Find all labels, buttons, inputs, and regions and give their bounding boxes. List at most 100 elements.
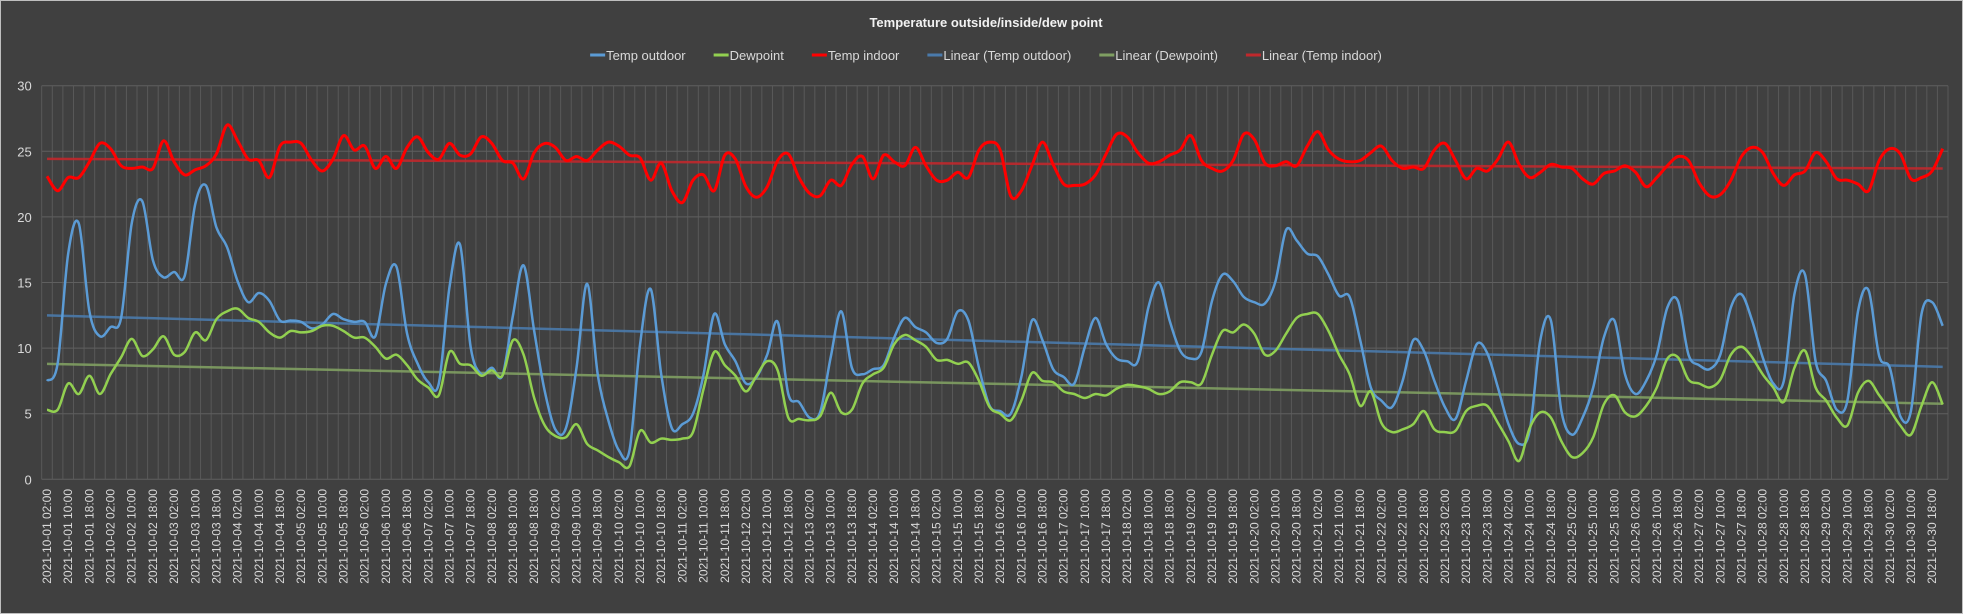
x-tick-label: 2021-10-14 10:00	[887, 489, 901, 584]
x-tick-label: 2021-10-26 18:00	[1671, 489, 1685, 584]
x-tick-label: 2021-10-08 10:00	[506, 489, 520, 584]
legend-item: Linear (Temp indoor)	[1245, 48, 1382, 63]
x-tick-label: 2021-10-14 02:00	[866, 489, 880, 584]
x-tick-label: 2021-10-14 18:00	[908, 489, 922, 584]
x-tick-label: 2021-10-09 10:00	[570, 489, 584, 584]
x-tick-label: 2021-10-04 02:00	[231, 489, 245, 584]
x-tick-label: 2021-10-24 18:00	[1544, 489, 1558, 584]
x-tick-label: 2021-10-02 10:00	[125, 489, 139, 584]
series-lines	[45, 123, 1945, 470]
legend-label: Linear (Temp outdoor)	[943, 48, 1071, 63]
legend-item: Linear (Dewpoint)	[1099, 48, 1218, 63]
legend-label: Dewpoint	[730, 48, 785, 63]
x-tick-label: 2021-10-29 10:00	[1840, 489, 1854, 584]
x-tick-label: 2021-10-03 18:00	[209, 489, 223, 584]
x-tick-label: 2021-10-28 18:00	[1798, 489, 1812, 584]
x-tick-label: 2021-10-19 02:00	[1184, 489, 1198, 584]
x-tick-label: 2021-10-05 18:00	[337, 489, 351, 584]
x-tick-label: 2021-10-18 10:00	[1141, 489, 1155, 584]
x-tick-label: 2021-10-09 18:00	[591, 489, 605, 584]
x-tick-label: 2021-10-27 02:00	[1692, 489, 1706, 584]
x-tick-label: 2021-10-06 02:00	[358, 489, 372, 584]
y-tick-label: 10	[17, 341, 31, 356]
x-tick-label: 2021-10-13 02:00	[803, 489, 817, 584]
x-tick-label: 2021-10-13 18:00	[845, 489, 859, 584]
x-tick-label: 2021-10-20 02:00	[1247, 489, 1261, 584]
legend-label: Temp outdoor	[606, 48, 686, 63]
x-tick-label: 2021-10-16 18:00	[1036, 489, 1050, 584]
x-tick-label: 2021-10-22 18:00	[1417, 489, 1431, 584]
x-tick-label: 2021-10-01 18:00	[82, 489, 96, 584]
x-tick-label: 2021-10-23 02:00	[1438, 489, 1452, 584]
x-tick-label: 2021-10-05 02:00	[294, 489, 308, 584]
y-tick-label: 25	[17, 144, 31, 159]
x-tick-label: 2021-10-26 10:00	[1650, 489, 1664, 584]
x-tick-label: 2021-10-11 02:00	[675, 489, 689, 583]
series-line-temp-indoor	[45, 123, 1945, 205]
x-tick-label: 2021-10-29 18:00	[1862, 489, 1876, 584]
legend-item: Dewpoint	[713, 48, 785, 63]
x-tick-label: 2021-10-24 10:00	[1523, 489, 1537, 584]
series-line-dewpoint	[46, 307, 1944, 470]
x-tick-label: 2021-10-29 02:00	[1819, 489, 1833, 584]
x-tick-label: 2021-10-19 18:00	[1226, 489, 1240, 584]
x-tick-label: 2021-10-28 10:00	[1777, 489, 1791, 584]
x-tick-label: 2021-10-18 18:00	[1163, 489, 1177, 584]
x-tick-label: 2021-10-12 10:00	[760, 489, 774, 584]
x-tick-label: 2021-10-20 10:00	[1268, 489, 1282, 584]
y-tick-label: 0	[24, 472, 31, 487]
x-tick-label: 2021-10-10 18:00	[654, 489, 668, 584]
x-tick-label: 2021-10-27 10:00	[1713, 489, 1727, 584]
x-tick-label: 2021-10-07 10:00	[442, 489, 456, 584]
x-tick-label: 2021-10-19 10:00	[1205, 489, 1219, 584]
x-tick-label: 2021-10-07 18:00	[464, 489, 478, 584]
x-tick-label: 2021-10-11 10:00	[697, 489, 711, 583]
legend-label: Linear (Dewpoint)	[1115, 48, 1218, 63]
x-tick-label: 2021-10-17 18:00	[1099, 489, 1113, 584]
x-tick-label: 2021-10-10 10:00	[633, 489, 647, 584]
x-tick-label: 2021-10-26 02:00	[1629, 489, 1643, 584]
x-tick-label: 2021-10-02 02:00	[104, 489, 118, 584]
x-tick-label: 2021-10-16 02:00	[993, 489, 1007, 584]
legend-item: Linear (Temp outdoor)	[927, 48, 1071, 63]
legend-item: Temp outdoor	[590, 48, 686, 63]
x-tick-label: 2021-10-03 10:00	[188, 489, 202, 584]
x-tick-label: 2021-10-04 10:00	[252, 489, 266, 584]
x-tick-label: 2021-10-02 18:00	[146, 489, 160, 584]
x-tick-label: 2021-10-18 02:00	[1120, 489, 1134, 584]
x-tick-label: 2021-10-25 10:00	[1586, 489, 1600, 584]
x-tick-label: 2021-10-15 18:00	[972, 489, 986, 584]
x-tick-label: 2021-10-12 02:00	[739, 489, 753, 584]
x-tick-label: 2021-10-27 18:00	[1734, 489, 1748, 584]
x-tick-label: 2021-10-23 18:00	[1480, 489, 1494, 584]
chart-title: Temperature outside/inside/dew point	[869, 15, 1103, 30]
x-tick-label: 2021-10-16 10:00	[1014, 489, 1028, 584]
x-tick-label: 2021-10-21 18:00	[1353, 489, 1367, 584]
y-axis: 0 5 10 15 20 25 30	[17, 79, 31, 488]
x-axis: 2021-10-01 02:00 2021-10-01 10:00 2021-10-…	[40, 489, 1939, 584]
x-tick-label: 2021-10-12 18:00	[781, 489, 795, 584]
x-tick-label: 2021-10-13 10:00	[824, 489, 838, 584]
y-tick-label: 5	[24, 407, 31, 422]
trendline-linear-temp-outdoor	[46, 314, 1943, 369]
x-tick-label: 2021-10-01 02:00	[40, 489, 54, 584]
x-tick-label: 2021-10-07 02:00	[421, 489, 435, 584]
x-tick-label: 2021-10-23 10:00	[1459, 489, 1473, 584]
legend-label: Linear (Temp indoor)	[1262, 48, 1382, 63]
x-tick-label: 2021-10-06 10:00	[379, 489, 393, 584]
y-tick-label: 20	[17, 210, 31, 225]
trendline-linear-dewpoint	[46, 362, 1943, 406]
x-tick-label: 2021-10-20 18:00	[1290, 489, 1304, 584]
x-tick-label: 2021-10-08 02:00	[485, 489, 499, 584]
y-tick-label: 15	[17, 276, 31, 291]
x-tick-label: 2021-10-03 02:00	[167, 489, 181, 584]
x-tick-label: 2021-10-30 10:00	[1904, 489, 1918, 584]
legend-label: Temp indoor	[828, 48, 900, 63]
x-tick-label: 2021-10-17 02:00	[1057, 489, 1071, 584]
x-tick-label: 2021-10-25 18:00	[1607, 489, 1621, 584]
x-tick-label: 2021-10-11 18:00	[718, 489, 732, 583]
x-tick-label: 2021-10-10 02:00	[612, 489, 626, 584]
x-tick-label: 2021-10-06 18:00	[400, 489, 414, 584]
x-tick-label: 2021-10-01 10:00	[61, 489, 75, 584]
